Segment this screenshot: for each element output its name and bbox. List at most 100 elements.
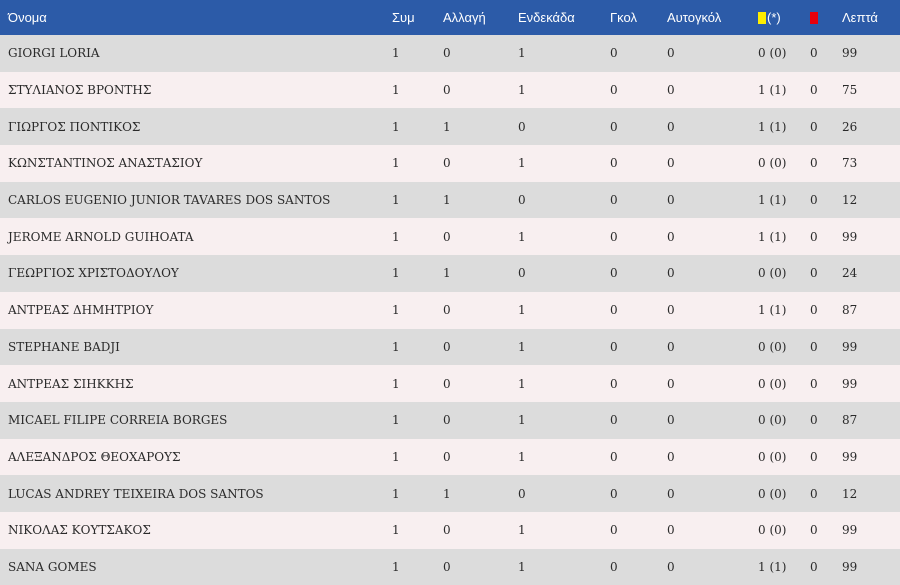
yellow-cards-cell: 0 (0) [758, 156, 787, 171]
yellow-cards-cell: 0 (0) [758, 449, 787, 464]
table-row: GIORGI LORIA 1 0 1 0 0 0 (0) 0 99 [0, 35, 900, 72]
sub-cell: 0 [443, 413, 451, 428]
player-name-cell: ΑΝΤΡΕΑΣ ΣΙΗΚΚΗΣ [8, 376, 134, 391]
yellow-cards-cell: 1 (1) [758, 83, 787, 98]
red-cards-cell: 0 [810, 119, 818, 134]
goals-cell: 0 [610, 376, 618, 391]
apps-cell: 1 [392, 559, 400, 574]
player-name-cell: STEPHANE BADJI [8, 339, 120, 354]
sub-cell: 0 [443, 303, 451, 318]
minutes-cell: 87 [842, 303, 858, 318]
player-name-cell: ΑΝΤΡΕΑΣ ΔΗΜΗΤΡΙΟΥ [8, 303, 154, 318]
lineup-cell: 0 [518, 119, 526, 134]
table-row: ΑΝΤΡΕΑΣ ΔΗΜΗΤΡΙΟΥ 1 0 1 0 0 1 (1) 0 87 [0, 291, 900, 329]
red-cards-cell: 0 [810, 523, 818, 538]
lineup-cell: 1 [518, 449, 526, 464]
own-goals-cell: 0 [667, 229, 675, 244]
yellow-cards-cell: 1 (1) [758, 193, 787, 208]
header-minutes[interactable]: Λεπτά [842, 10, 878, 25]
goals-cell: 0 [610, 339, 618, 354]
yellow-card-icon [758, 12, 766, 24]
goals-cell: 0 [610, 193, 618, 208]
lineup-cell: 0 [518, 486, 526, 501]
minutes-cell: 99 [842, 376, 858, 391]
own-goals-cell: 0 [667, 559, 675, 574]
header-sub[interactable]: Αλλαγή [443, 10, 486, 25]
lineup-cell: 1 [518, 559, 526, 574]
table-row: LUCAS ANDREY TEIXEIRA DOS SANTOS 1 1 0 0 0 0 (… [0, 475, 900, 512]
own-goals-cell: 0 [667, 193, 675, 208]
sub-cell: 0 [443, 156, 451, 171]
sub-cell: 1 [443, 266, 451, 281]
own-goals-cell: 0 [667, 339, 675, 354]
yellow-cards-cell: 1 (1) [758, 229, 787, 244]
red-cards-cell: 0 [810, 156, 818, 171]
apps-cell: 1 [392, 449, 400, 464]
goals-cell: 0 [610, 303, 618, 318]
player-name-cell: MICAEL FILIPE CORREIA BORGES [8, 413, 228, 428]
player-name-cell: SANA GOMES [8, 559, 97, 574]
minutes-cell: 99 [842, 229, 858, 244]
yellow-cards-cell: 0 (0) [758, 266, 787, 281]
table-row: JEROME ARNOLD GUIHOATA 1 0 1 0 0 1 (1) 0 99 [0, 218, 900, 256]
player-name-cell: CARLOS EUGENIO JUNIOR TAVARES DOS SANTOS [8, 193, 331, 208]
player-name-cell: JEROME ARNOLD GUIHOATA [8, 229, 194, 244]
own-goals-cell: 0 [667, 376, 675, 391]
apps-cell: 1 [392, 303, 400, 318]
red-cards-cell: 0 [810, 46, 818, 61]
minutes-cell: 26 [842, 119, 858, 134]
player-name-cell: ΚΩΝΣΤΑΝΤΙΝΟΣ ΑΝΑΣΤΑΣΙΟΥ [8, 156, 203, 171]
table-row: CARLOS EUGENIO JUNIOR TAVARES DOS SANTOS… [0, 181, 900, 219]
yellow-cards-cell: 0 (0) [758, 46, 787, 61]
goals-cell: 0 [610, 523, 618, 538]
minutes-cell: 75 [842, 83, 858, 98]
table-row: ΓΕΩΡΓΙΟΣ ΧΡΙΣΤΟΔΟΥΛΟΥ 1 1 0 0 0 0 (0) 0 24 [0, 255, 900, 292]
header-red[interactable] [810, 0, 842, 35]
yellow-cards-cell: 0 (0) [758, 376, 787, 391]
yellow-cards-cell: 1 (1) [758, 303, 787, 318]
yellow-cards-cell: 1 (1) [758, 119, 787, 134]
sub-cell: 0 [443, 376, 451, 391]
player-name-cell: ΓΙΩΡΓΟΣ ΠΟΝΤΙΚΟΣ [8, 119, 141, 134]
yellow-cards-cell: 0 (0) [758, 339, 787, 354]
header-apps[interactable]: Συμ [392, 10, 415, 25]
lineup-cell: 1 [518, 156, 526, 171]
minutes-cell: 87 [842, 413, 858, 428]
own-goals-cell: 0 [667, 486, 675, 501]
red-cards-cell: 0 [810, 229, 818, 244]
sub-cell: 1 [443, 119, 451, 134]
apps-cell: 1 [392, 46, 400, 61]
sub-cell: 0 [443, 83, 451, 98]
header-lineup[interactable]: Ενδεκάδα [518, 10, 575, 25]
red-cards-cell: 0 [810, 449, 818, 464]
apps-cell: 1 [392, 266, 400, 281]
own-goals-cell: 0 [667, 156, 675, 171]
header-yellow[interactable]: (*) [758, 0, 810, 35]
apps-cell: 1 [392, 229, 400, 244]
table-row: ΑΝΤΡΕΑΣ ΣΙΗΚΚΗΣ 1 0 1 0 0 0 (0) 0 99 [0, 365, 900, 402]
yellow-cards-cell: 0 (0) [758, 486, 787, 501]
player-name-cell: LUCAS ANDREY TEIXEIRA DOS SANTOS [8, 486, 264, 501]
own-goals-cell: 0 [667, 119, 675, 134]
sub-cell: 0 [443, 229, 451, 244]
own-goals-cell: 0 [667, 266, 675, 281]
own-goals-cell: 0 [667, 303, 675, 318]
header-goals[interactable]: Γκολ [610, 10, 637, 25]
red-cards-cell: 0 [810, 559, 818, 574]
lineup-cell: 1 [518, 46, 526, 61]
lineup-cell: 0 [518, 266, 526, 281]
table-row: ΑΛΕΞΑΝΔΡΟΣ ΘΕΟΧΑΡΟΥΣ 1 0 1 0 0 0 (0) 0 99 [0, 438, 900, 476]
goals-cell: 0 [610, 229, 618, 244]
yellow-cards-cell: 0 (0) [758, 413, 787, 428]
lineup-cell: 0 [518, 193, 526, 208]
sub-cell: 0 [443, 449, 451, 464]
header-own-goals[interactable]: Αυτογκόλ [667, 10, 722, 25]
goals-cell: 0 [610, 266, 618, 281]
header-name[interactable]: Όνομα [8, 10, 47, 25]
goals-cell: 0 [610, 449, 618, 464]
minutes-cell: 99 [842, 559, 858, 574]
player-name-cell: ΑΛΕΞΑΝΔΡΟΣ ΘΕΟΧΑΡΟΥΣ [8, 449, 181, 464]
own-goals-cell: 0 [667, 523, 675, 538]
red-cards-cell: 0 [810, 193, 818, 208]
header-yellow-label: (*) [767, 10, 781, 25]
